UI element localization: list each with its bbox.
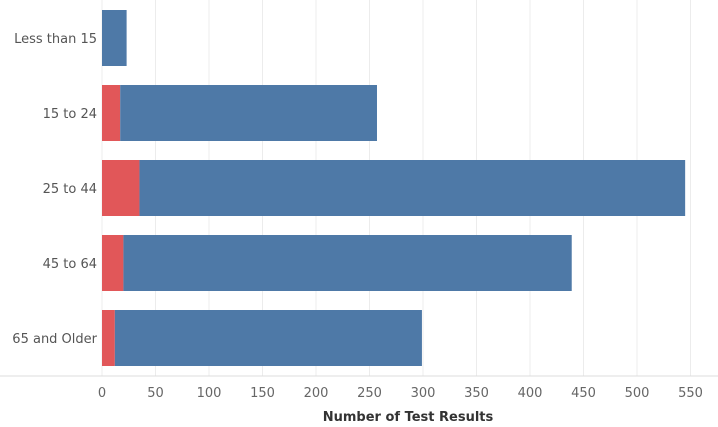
bar-segment-2 bbox=[114, 310, 422, 366]
x-tick-label: 500 bbox=[625, 386, 650, 401]
bars bbox=[102, 10, 686, 366]
x-tick-label: 50 bbox=[147, 386, 164, 401]
x-tick-label: 200 bbox=[304, 386, 329, 401]
bar-segment-2 bbox=[120, 85, 377, 141]
x-tick-labels: 0 50 100 150 200 250 300 350 400 450 500 550 bbox=[98, 386, 703, 401]
bar-segment-2 bbox=[123, 235, 572, 291]
category-label: Less than 15 bbox=[14, 32, 97, 47]
x-tick-label: 550 bbox=[678, 386, 703, 401]
x-tick-label: 0 bbox=[98, 386, 106, 401]
x-tick-label: 150 bbox=[250, 386, 275, 401]
x-tick-label: 250 bbox=[357, 386, 382, 401]
category-label: 65 and Older bbox=[12, 332, 97, 347]
category-label: 15 to 24 bbox=[43, 107, 97, 122]
bar-segment-2 bbox=[139, 160, 686, 216]
category-labels: Less than 15 15 to 24 25 to 44 45 to 64 65 a… bbox=[12, 32, 97, 347]
x-tick-label: 350 bbox=[464, 386, 489, 401]
category-label: 45 to 64 bbox=[43, 257, 97, 272]
x-tick-label: 400 bbox=[518, 386, 543, 401]
x-tick-label: 450 bbox=[571, 386, 596, 401]
x-axis-title: Number of Test Results bbox=[323, 410, 494, 425]
x-tick-label: 300 bbox=[411, 386, 436, 401]
bar-segment-2 bbox=[102, 10, 127, 66]
x-tick-label: 100 bbox=[197, 386, 222, 401]
bar-segment-1 bbox=[102, 85, 121, 141]
bar-segment-1 bbox=[102, 310, 115, 366]
bar-segment-1 bbox=[102, 160, 140, 216]
bar-segment-1 bbox=[102, 235, 124, 291]
category-label: 25 to 44 bbox=[43, 182, 97, 197]
